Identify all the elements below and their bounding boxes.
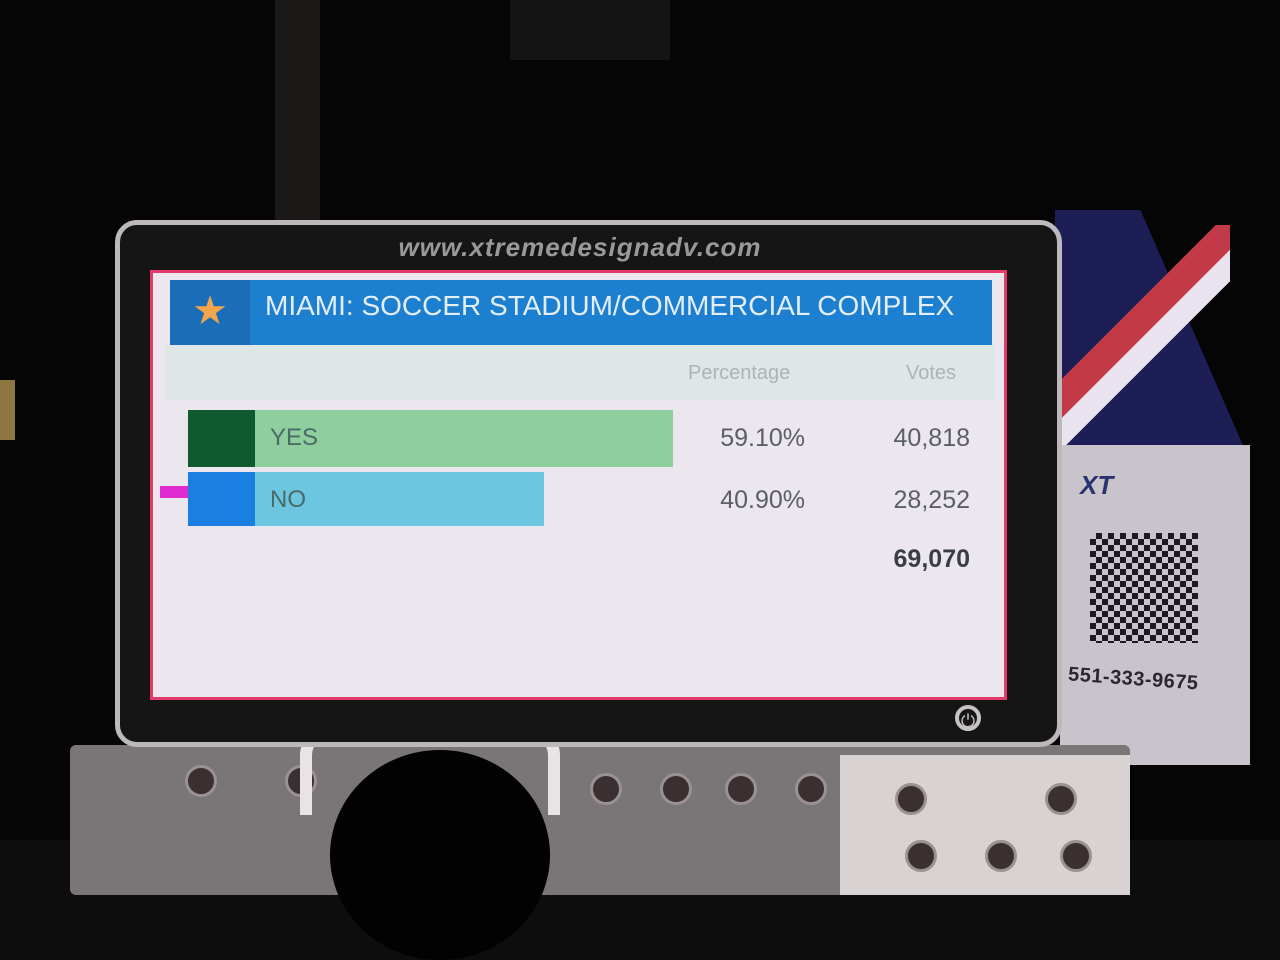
column-header-votes: Votes xyxy=(906,362,957,384)
bolt xyxy=(185,765,217,797)
bolt xyxy=(725,773,757,805)
bolt xyxy=(895,783,927,815)
bolt xyxy=(590,773,622,805)
total-votes: 69,070 xyxy=(893,545,970,573)
column-header-band xyxy=(165,345,995,400)
column-header-percentage: Percentage xyxy=(688,362,791,384)
power-icon: ⏻ xyxy=(955,705,981,731)
option-votes: 28,252 xyxy=(893,486,970,514)
legend-swatch xyxy=(188,410,255,467)
bolt xyxy=(795,773,827,805)
bolt xyxy=(905,840,937,872)
bolt xyxy=(985,840,1017,872)
option-percentage: 40.90% xyxy=(720,486,805,514)
wheel xyxy=(330,750,550,960)
display-glitch xyxy=(160,486,188,498)
lit-window xyxy=(0,380,15,440)
tree-trunk xyxy=(275,0,320,230)
bolt xyxy=(660,773,692,805)
option-label: NO xyxy=(270,486,306,513)
website-url: www.xtremedesignadv.com xyxy=(398,232,762,262)
truck-side-stripe xyxy=(1060,225,1230,445)
result-bar xyxy=(255,410,673,467)
bolt xyxy=(1060,840,1092,872)
qr-code[interactable] xyxy=(1090,533,1198,643)
option-label: YES xyxy=(270,424,319,451)
option-votes: 40,818 xyxy=(893,424,970,452)
result-bar xyxy=(255,472,544,526)
trailer-step xyxy=(840,755,1130,895)
bolt xyxy=(1045,783,1077,815)
xt-logo: XT xyxy=(1080,470,1114,500)
legend-swatch xyxy=(188,472,255,526)
star-icon: ★ xyxy=(170,280,250,345)
option-percentage: 59.10% xyxy=(720,424,805,452)
building xyxy=(510,0,670,60)
title-bar xyxy=(170,280,992,345)
poll-title: MIAMI: SOCCER STADIUM/COMMERCIAL COMPLEX xyxy=(265,290,955,321)
